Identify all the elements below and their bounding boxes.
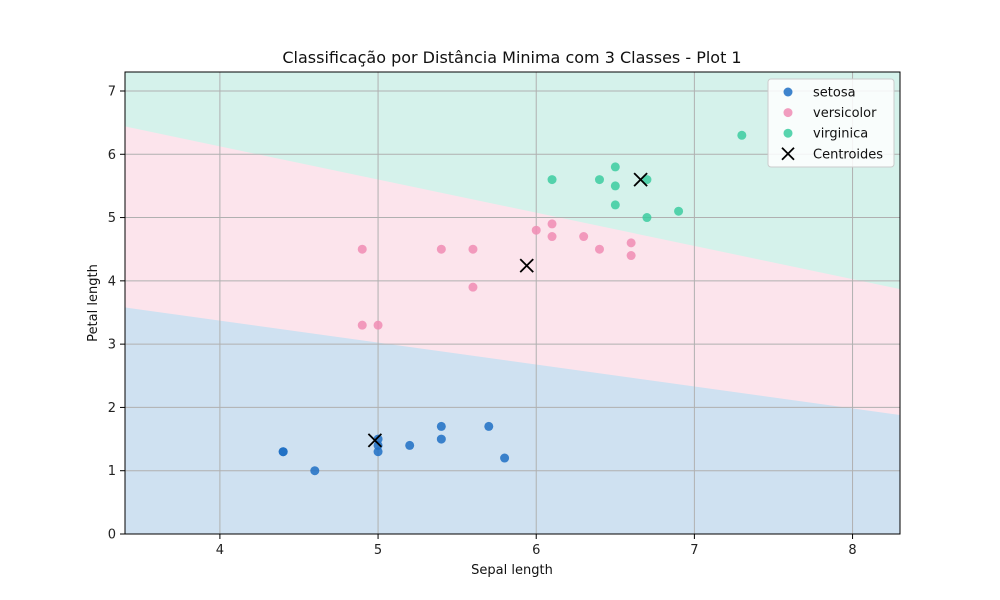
point-setosa (436, 421, 446, 431)
centroid-marker (519, 258, 534, 273)
plot-frame (124, 71, 901, 535)
point-setosa (373, 447, 383, 457)
y-tick-label: 7 (108, 84, 116, 99)
y-tick-label: 4 (108, 274, 116, 289)
chart-title: Classificação por Distância Minima com 3… (282, 48, 741, 67)
point-virginica (610, 200, 620, 210)
x-tick-label: 5 (374, 543, 382, 558)
y-tick-label: 0 (108, 528, 116, 543)
y-tick-label: 1 (108, 464, 116, 479)
legend-label-centroides: Centroides (813, 147, 883, 162)
x-tick-label: 7 (690, 543, 698, 558)
y-tick-label: 5 (108, 211, 116, 226)
point-versicolor (626, 238, 636, 248)
legend-marker-versicolor (783, 108, 793, 118)
point-virginica (642, 213, 652, 223)
point-setosa (310, 466, 320, 476)
point-virginica (610, 181, 620, 191)
point-versicolor (547, 232, 557, 242)
point-versicolor (357, 244, 367, 254)
point-setosa (436, 434, 446, 444)
point-virginica (674, 206, 684, 216)
point-virginica (737, 130, 747, 140)
point-virginica (610, 162, 620, 172)
region-setosa (125, 307, 900, 534)
legend-marker-centroides (781, 147, 795, 161)
point-versicolor (594, 244, 604, 254)
centroid-marker (367, 433, 383, 448)
legend-marker-virginica (783, 128, 793, 138)
x-tick-label: 4 (216, 543, 224, 558)
centroid-marker (633, 172, 648, 187)
axis-ticks: 4 5 6 7 8 0 1 2 3 4 5 6 7 (108, 84, 857, 558)
point-virginica (547, 175, 557, 185)
point-setosa (405, 440, 415, 450)
x-tick-label: 6 (532, 543, 540, 558)
point-setosa (278, 447, 288, 457)
y-axis-title: Petal length (86, 264, 101, 342)
point-versicolor (357, 320, 367, 330)
point-virginica (642, 175, 652, 185)
point-versicolor (373, 320, 383, 330)
y-tick-label: 2 (108, 401, 116, 416)
point-versicolor (468, 244, 478, 254)
legend-label-virginica: virginica (813, 127, 868, 142)
point-setosa (500, 453, 510, 463)
point-setosa (373, 440, 383, 450)
legend-label-versicolor: versicolor (813, 106, 877, 121)
point-virginica (594, 175, 604, 185)
x-tick-label: 8 (848, 543, 856, 558)
point-versicolor (468, 282, 478, 292)
point-versicolor (531, 225, 541, 235)
x-axis-title: Sepal length (471, 563, 553, 578)
legend: setosa versicolor virginica Centroides (767, 78, 895, 168)
y-tick-label: 6 (108, 148, 116, 163)
point-versicolor (547, 219, 557, 229)
point-versicolor (626, 251, 636, 261)
point-versicolor (436, 244, 446, 254)
y-tick-label: 3 (108, 338, 116, 353)
data-points (278, 130, 747, 476)
legend-box (767, 78, 895, 168)
point-setosa (484, 421, 494, 431)
legend-marker-setosa (783, 87, 793, 97)
legend-label-setosa: setosa (813, 86, 856, 101)
point-versicolor (579, 232, 589, 242)
